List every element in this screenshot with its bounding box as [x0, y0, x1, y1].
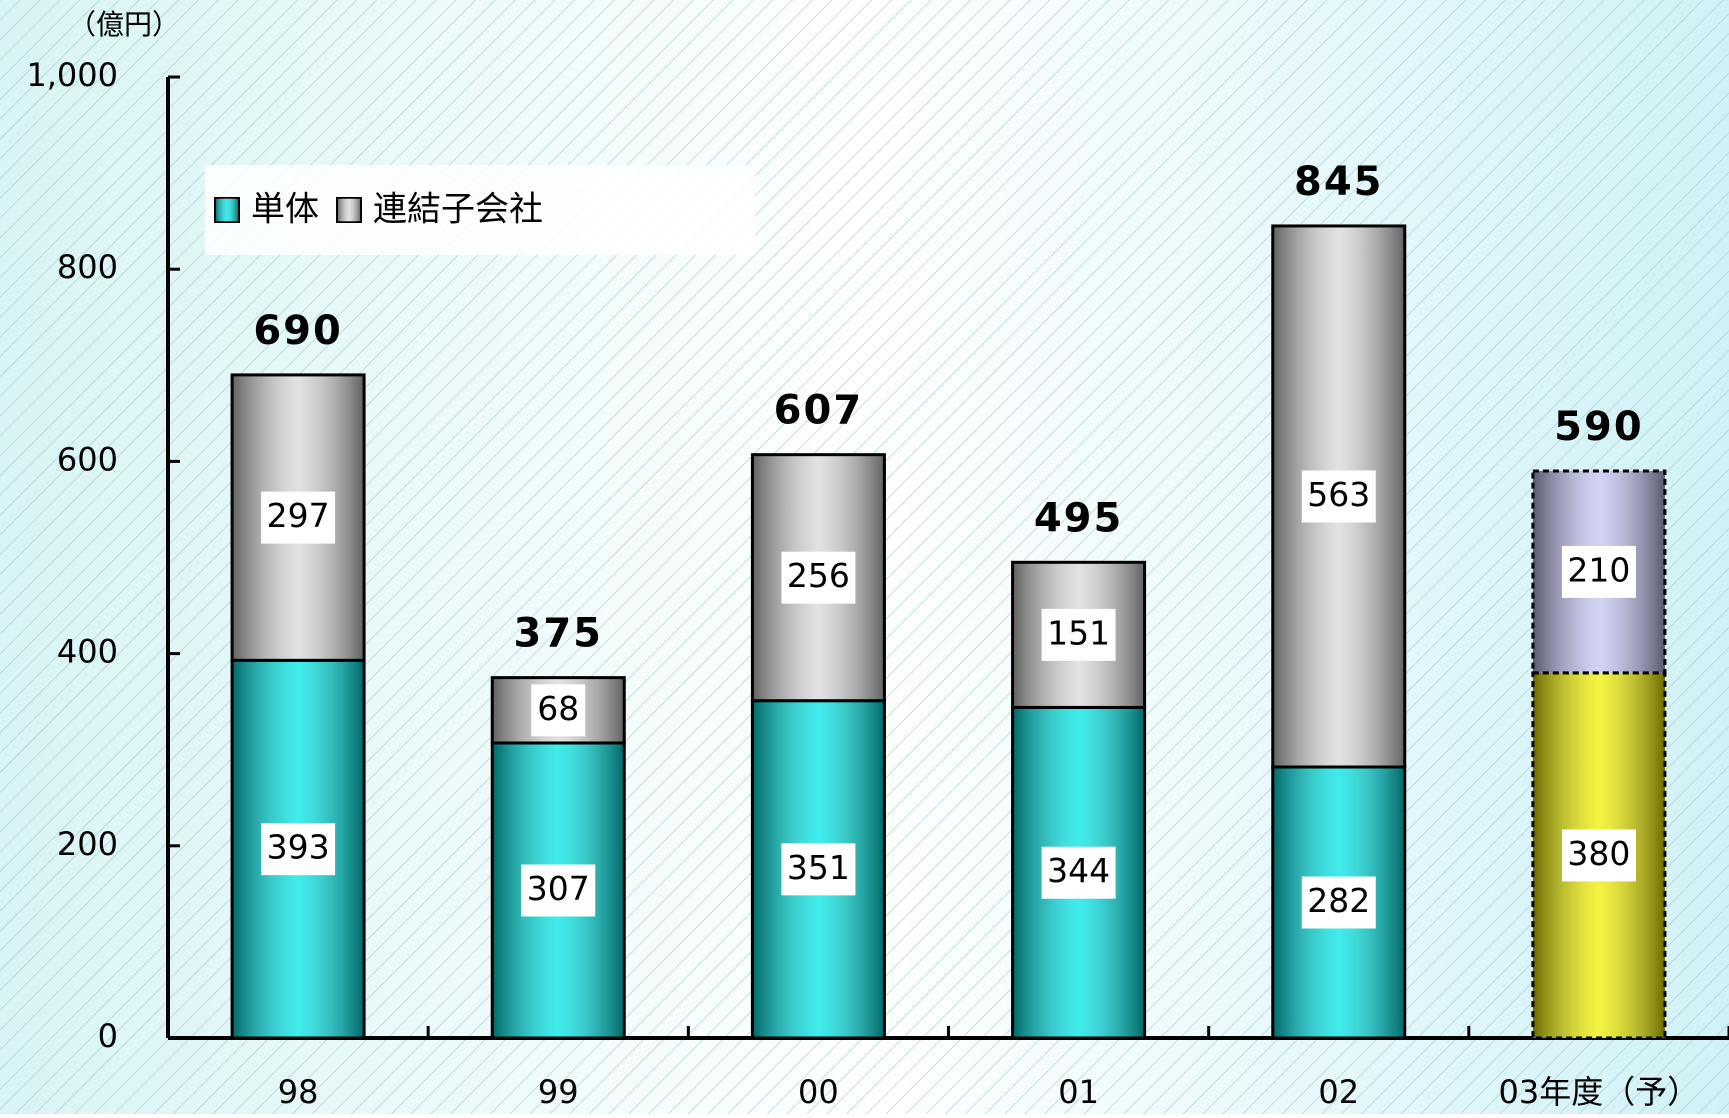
value-label-bg [261, 491, 336, 544]
total-label: 590 [1554, 404, 1644, 450]
bar-outline [750, 453, 886, 703]
total-label: 607 [774, 388, 864, 434]
bar-outline [1011, 560, 1147, 709]
value-label-bg [781, 843, 856, 896]
value-label: 151 [1047, 613, 1110, 652]
total-label: 375 [514, 611, 604, 657]
legend-swatch-shade [215, 198, 239, 222]
x-tick-label: 03年度（予） [1499, 1073, 1700, 1111]
y-tick-label: 200 [57, 825, 118, 863]
total-label: 495 [1034, 495, 1124, 541]
x-tick-label: 98 [278, 1073, 319, 1111]
value-label: 68 [537, 689, 579, 728]
y-tick-label: 0 [98, 1017, 118, 1055]
value-label-bg [531, 684, 586, 737]
value-label-bg [521, 864, 596, 917]
bar-outline [230, 373, 366, 662]
value-label: 393 [267, 828, 330, 867]
total-label: 845 [1294, 159, 1384, 205]
value-label-bg [1041, 846, 1116, 899]
x-tick-label: 02 [1318, 1073, 1359, 1111]
value-label: 563 [1307, 475, 1370, 514]
value-label: 380 [1567, 834, 1630, 873]
value-label: 351 [787, 848, 850, 887]
x-tick-label: 01 [1058, 1073, 1099, 1111]
value-label-bg [1301, 876, 1376, 929]
y-tick-label: 1,000 [26, 56, 118, 94]
x-tick-label: 99 [538, 1073, 579, 1111]
y-tick-label: 600 [57, 440, 118, 478]
y-tick-label: 400 [57, 633, 118, 671]
value-label-bg [261, 823, 336, 876]
value-label: 210 [1567, 550, 1630, 589]
y-tick-label: 800 [57, 248, 118, 286]
value-label-bg [1041, 608, 1116, 661]
value-label-bg [781, 551, 856, 604]
y-axis-unit: （億円） [68, 8, 180, 41]
value-label-bg [1301, 470, 1376, 523]
legend-box [205, 165, 755, 255]
bar-outline [490, 676, 626, 745]
x-tick-label: 00 [798, 1073, 839, 1111]
bar-outline [1531, 469, 1667, 675]
legend-swatch-shade [337, 198, 361, 222]
legend-label: 連結子会社 [373, 190, 543, 230]
bar-outline [1271, 224, 1407, 769]
total-label: 690 [253, 308, 343, 354]
value-label-bg [1561, 545, 1636, 598]
value-label: 307 [527, 869, 590, 908]
value-label: 344 [1047, 851, 1110, 890]
value-label: 297 [267, 496, 330, 535]
value-label: 256 [787, 556, 850, 595]
value-label: 282 [1307, 881, 1370, 920]
value-label-bg [1561, 829, 1636, 882]
legend-label: 単体 [251, 190, 319, 230]
